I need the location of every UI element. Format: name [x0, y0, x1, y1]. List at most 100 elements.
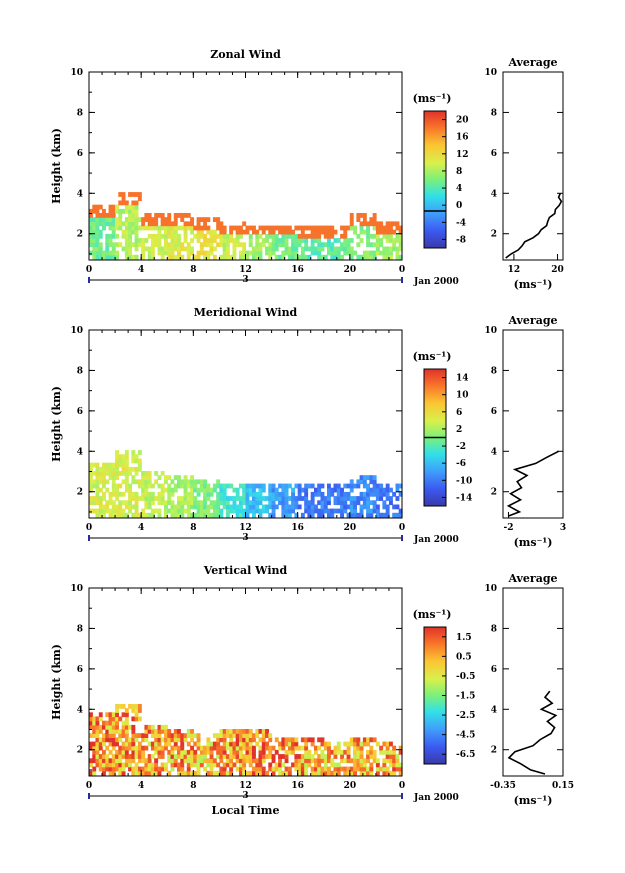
heatmap-cell: [307, 749, 312, 755]
heatmap-cell: [115, 496, 119, 501]
heatmap-cell: [359, 254, 364, 260]
heatmap-cell: [190, 754, 194, 759]
heatmap-cell: [317, 508, 322, 514]
heatmap-cell: [382, 766, 387, 772]
heatmap-cell: [193, 512, 198, 518]
heatmap-cell: [98, 716, 103, 722]
heatmap-cell: [121, 754, 126, 759]
heatmap-cell: [157, 500, 162, 506]
heatmap-cell: [102, 508, 106, 514]
heatmap-cell: [193, 496, 198, 501]
heatmap-cell: [108, 720, 113, 726]
heatmap-cell: [98, 242, 103, 248]
heatmap-cell: [173, 229, 178, 235]
heatmap-cell: [121, 196, 126, 202]
heatmap-cell: [239, 741, 243, 747]
heatmap-cell: [147, 233, 152, 239]
heatmap-cell: [278, 491, 282, 497]
y-tick-label: 2: [77, 746, 83, 756]
heatmap-cell: [317, 737, 322, 743]
heatmap-cell: [333, 508, 338, 514]
heatmap-cell: [206, 242, 211, 248]
heatmap-cell: [239, 225, 243, 231]
heatmap-cell: [310, 242, 315, 248]
heatmap-cell: [124, 221, 129, 227]
heatmap-cell: [92, 741, 97, 747]
heatmap-cell: [92, 250, 97, 256]
heatmap-cell: [284, 229, 289, 235]
heatmap-cell: [95, 745, 100, 751]
heatmap-cell: [255, 508, 260, 514]
heatmap-cell: [235, 225, 240, 231]
heatmap-cell: [180, 500, 185, 506]
heatmap-cell: [111, 491, 116, 497]
heatmap-cell: [154, 737, 159, 743]
heatmap-cell: [274, 246, 279, 252]
heatmap-cell: [340, 500, 344, 506]
heatmap-cell: [89, 724, 93, 730]
heatmap-cell: [248, 225, 253, 231]
heatmap-cell: [183, 754, 188, 759]
heatmap-cell: [177, 737, 181, 743]
heatmap-cell: [199, 749, 204, 755]
heatmap-cell: [128, 758, 132, 764]
heatmap-cell: [300, 225, 305, 231]
heatmap-cell: [336, 766, 341, 772]
heatmap-cell: [147, 213, 152, 218]
heatmap-cell: [287, 741, 292, 747]
heatmap-cell: [173, 758, 178, 764]
heatmap-cell: [144, 500, 149, 506]
colorbar-unit: (ms⁻¹): [413, 350, 452, 363]
x-tick-label: 8: [190, 523, 196, 533]
heatmap-cell: [304, 483, 309, 489]
heatmap-cell: [206, 254, 211, 260]
heatmap-cell: [128, 246, 132, 252]
heatmap-cell: [317, 512, 322, 518]
heatmap-cell: [216, 233, 221, 239]
heatmap-cell: [150, 233, 155, 239]
heatmap-cell: [245, 737, 250, 743]
heatmap-cell: [95, 733, 100, 738]
heatmap-cells: [89, 192, 403, 260]
heatmap-cell: [183, 229, 188, 235]
heatmap-cell: [89, 483, 93, 489]
heatmap-cell: [115, 242, 119, 248]
heatmap-cell: [385, 238, 390, 243]
heatmap-cell: [317, 762, 322, 768]
heatmap-cell: [115, 504, 119, 510]
heatmap-cell: [362, 766, 367, 772]
heatmap-cell: [379, 250, 384, 256]
heatmap-cell: [392, 749, 397, 755]
heatmap-cell: [128, 741, 132, 747]
heatmap-cell: [353, 754, 357, 759]
heatmap-cell: [144, 758, 149, 764]
heatmap-cell: [304, 487, 309, 493]
heatmap-cell: [108, 242, 113, 248]
heatmap-cell: [173, 762, 178, 768]
heatmap-cell: [115, 704, 119, 709]
heatmap-cell: [157, 770, 162, 776]
heatmap-cell: [372, 479, 377, 485]
heatmap-cell: [183, 225, 188, 231]
heatmap-cell: [98, 758, 103, 764]
heatmap-cell: [294, 741, 299, 747]
heatmap-cell: [102, 758, 106, 764]
heatmap-cell: [199, 483, 204, 489]
x-tick-label: 20: [344, 781, 357, 791]
heatmap-cell: [160, 766, 165, 772]
heatmap-cell: [235, 233, 240, 239]
heatmap-cell: [98, 737, 103, 743]
heatmap-cell: [225, 733, 230, 738]
heatmap-cell: [314, 250, 318, 256]
heatmap-cell: [134, 246, 139, 252]
heatmap-cell: [144, 733, 149, 738]
heatmap-cell: [164, 479, 168, 485]
heatmap-cell: [167, 242, 172, 248]
y-tick-label: 6: [77, 665, 83, 675]
heatmap-cell: [206, 737, 211, 743]
heatmap-cell: [98, 754, 103, 759]
heatmap-cell: [225, 758, 230, 764]
heatmap-cell: [121, 766, 126, 772]
heatmap-cell: [265, 729, 269, 734]
heatmap-cell: [190, 729, 194, 734]
